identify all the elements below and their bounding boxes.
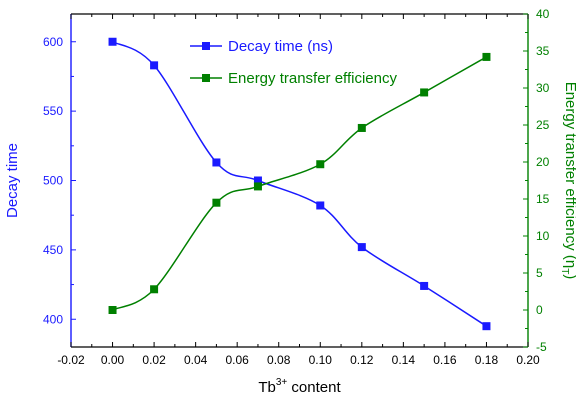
energy-transfer-legend-label: Energy transfer efficiency bbox=[228, 70, 397, 87]
decay-time-point bbox=[212, 158, 221, 167]
left-y-tick-label: 500 bbox=[43, 174, 63, 188]
left-y-tick-label: 400 bbox=[43, 312, 63, 326]
right-y-tick-label: 20 bbox=[536, 155, 550, 169]
right-y-tick-label: 40 bbox=[536, 7, 550, 21]
x-tick-label: 0.00 bbox=[101, 353, 125, 367]
left-y-tick-label: 600 bbox=[43, 35, 63, 49]
energy-transfer-point bbox=[253, 182, 262, 191]
right-y-tick-label: 15 bbox=[536, 192, 550, 206]
right-y-tick-label: 35 bbox=[536, 44, 550, 58]
x-axis-title-rest: content bbox=[287, 379, 341, 396]
x-tick-label: 0.10 bbox=[309, 353, 333, 367]
right-y-tick-label: 10 bbox=[536, 229, 550, 243]
right-y-axis-title-base: Energy transfer efficiency (η bbox=[562, 82, 576, 268]
decay-time-point bbox=[316, 201, 325, 210]
right-y-tick-label: -5 bbox=[536, 340, 547, 354]
decay-time-point bbox=[482, 322, 491, 331]
x-tick-label: 0.14 bbox=[392, 353, 416, 367]
decay-time-legend-label: Decay time (ns) bbox=[228, 38, 333, 55]
energy-transfer-point bbox=[212, 198, 221, 207]
decay-time-point bbox=[253, 176, 262, 185]
x-tick-label: 0.04 bbox=[184, 353, 208, 367]
energy-transfer-legend-marker bbox=[202, 74, 210, 82]
legend: Decay time (ns) Energy transfer efficienc… bbox=[190, 38, 397, 87]
decay-time-point bbox=[108, 37, 117, 46]
right-y-axis: -5 0 5 10 15 20 25 30 35 40 bbox=[523, 7, 550, 354]
left-y-tick-label: 550 bbox=[43, 104, 63, 118]
x-tick-label: 0.12 bbox=[350, 353, 374, 367]
x-tick-label: 0.02 bbox=[142, 353, 166, 367]
right-y-tick-label: 0 bbox=[536, 303, 543, 317]
left-y-axis: 400 450 500 550 600 bbox=[43, 35, 76, 326]
right-y-tick-label: 25 bbox=[536, 118, 550, 132]
decay-time-legend-marker bbox=[202, 42, 210, 50]
left-y-axis-title: Decay time bbox=[4, 143, 21, 218]
energy-transfer-point bbox=[316, 160, 325, 169]
left-y-tick-label: 450 bbox=[43, 243, 63, 257]
x-tick-label: 0.08 bbox=[267, 353, 291, 367]
x-tick-label: 0.20 bbox=[516, 353, 540, 367]
x-axis-title: Tb3+ content bbox=[258, 377, 341, 396]
right-y-tick-label: 5 bbox=[536, 266, 543, 280]
x-tick-label: -0.02 bbox=[57, 353, 85, 367]
energy-transfer-point bbox=[150, 285, 159, 294]
decay-time-point bbox=[150, 61, 159, 70]
decay-time-point bbox=[420, 281, 429, 290]
right-y-axis-title-sub: T bbox=[559, 268, 570, 274]
x-axis-title-sup: 3+ bbox=[276, 377, 288, 388]
energy-transfer-point bbox=[108, 306, 117, 314]
energy-transfer-point bbox=[420, 88, 429, 97]
x-tick-label: 0.06 bbox=[226, 353, 250, 367]
x-tick-label: 0.16 bbox=[433, 353, 457, 367]
plot-frame bbox=[70, 13, 529, 348]
right-y-axis-title-rest: ) bbox=[562, 274, 576, 279]
decay-time-point bbox=[357, 243, 366, 252]
right-y-axis-title: Energy transfer efficiency (ηT) bbox=[559, 82, 576, 280]
decay-time-series-line bbox=[112, 41, 487, 327]
series-layer bbox=[108, 37, 491, 331]
energy-transfer-series-line bbox=[112, 56, 487, 311]
energy-transfer-point bbox=[482, 52, 491, 61]
x-axis: -0.02 0.00 0.02 0.04 0.06 0.08 0.10 0.12 0.14 0.1… bbox=[57, 14, 540, 367]
right-y-tick-label: 30 bbox=[536, 81, 550, 95]
energy-transfer-point bbox=[357, 123, 366, 132]
x-tick-label: 0.18 bbox=[475, 353, 499, 367]
x-axis-title-base: Tb bbox=[258, 379, 276, 396]
